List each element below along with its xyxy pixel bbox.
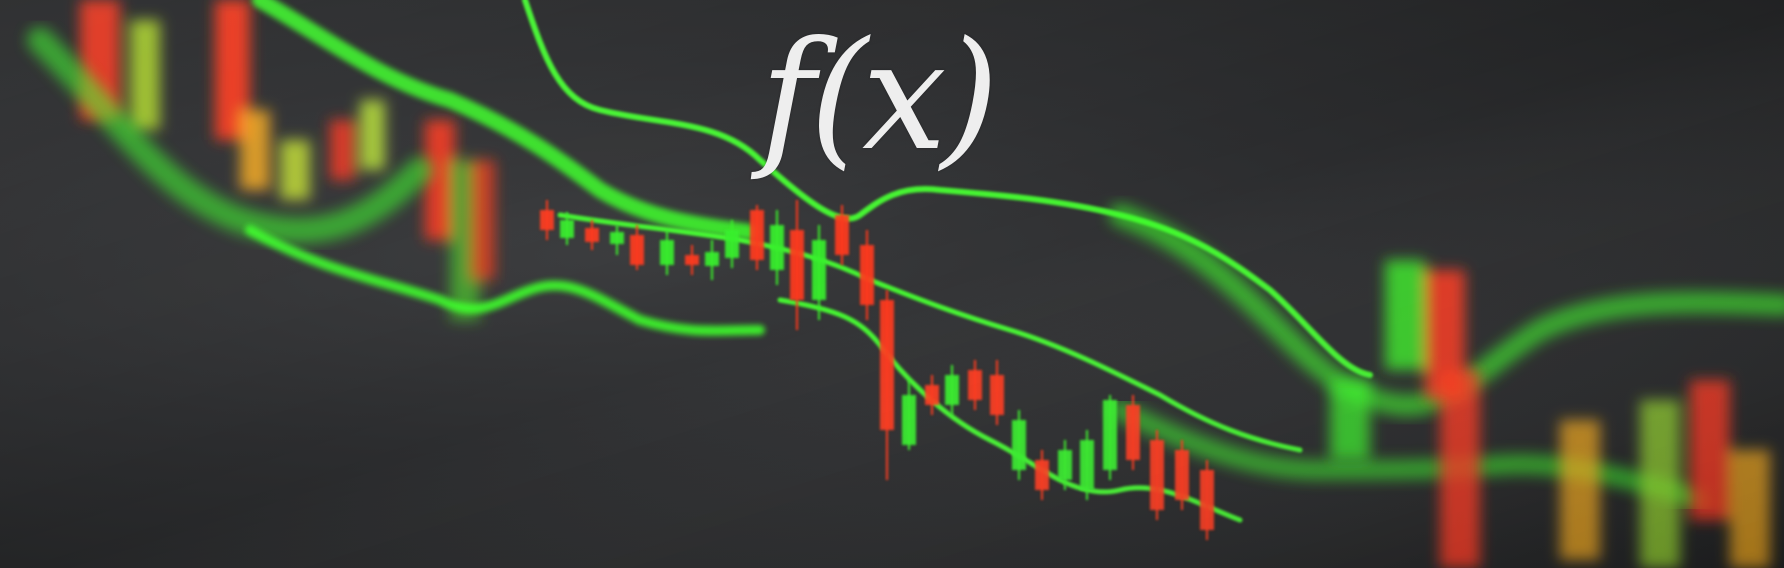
function-label: f(x) <box>760 10 999 184</box>
